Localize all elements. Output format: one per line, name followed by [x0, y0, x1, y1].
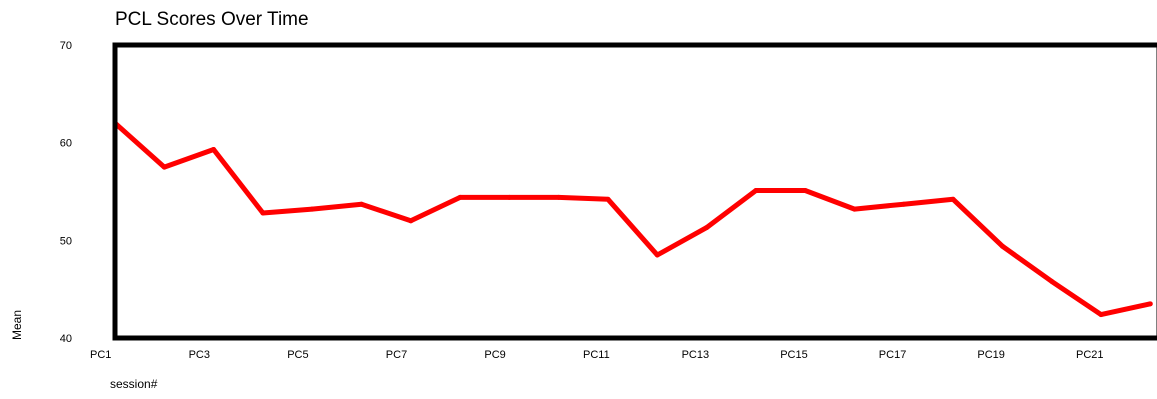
- x-axis-label: session#: [110, 377, 158, 391]
- data-point: [802, 188, 808, 194]
- x-tick-label: PC15: [780, 349, 808, 361]
- x-tick-label: PC3: [189, 349, 210, 361]
- x-tick-label: PC9: [484, 349, 505, 361]
- data-point: [999, 243, 1005, 249]
- data-point: [309, 206, 315, 212]
- y-axis-ticks: 40 50 60 70: [60, 40, 72, 345]
- plot-frame: [112, 42, 1157, 341]
- data-point: [359, 201, 364, 207]
- data-point: [950, 196, 956, 202]
- y-tick-label: 60: [60, 138, 72, 150]
- x-tick-label: PC11: [583, 349, 610, 361]
- y-axis-label: Mean: [10, 310, 24, 340]
- data-point: [457, 194, 463, 200]
- chart-title: PCL Scores Over Time: [115, 9, 309, 30]
- data-point: [211, 147, 217, 153]
- x-tick-label: PC5: [287, 349, 308, 361]
- data-point: [1147, 301, 1153, 307]
- data-point: [408, 218, 414, 224]
- data-point: [852, 206, 857, 212]
- x-tick-label: PC19: [977, 349, 1005, 361]
- x-axis-ticks: PC1 PC3 PC5 PC7 PC9 PC11 PC13 PC15 PC17 PC19 PC21: [90, 349, 1104, 361]
- data-point: [1098, 312, 1104, 318]
- x-tick-label: PC1: [90, 349, 111, 361]
- y-tick-label: 70: [60, 40, 72, 52]
- data-point: [556, 194, 562, 200]
- data-point: [1049, 278, 1055, 284]
- data-point: [161, 164, 167, 170]
- data-point: [605, 196, 611, 202]
- series-line: [113, 121, 1151, 318]
- x-tick-label: PC7: [386, 349, 407, 361]
- y-tick-label: 40: [60, 333, 72, 345]
- data-point: [753, 188, 759, 194]
- data-point: [704, 225, 710, 231]
- x-tick-label: PC17: [879, 349, 907, 361]
- x-tick-label: PC13: [682, 349, 710, 361]
- x-tick-label: PC21: [1076, 349, 1104, 361]
- y-tick-label: 50: [60, 235, 72, 247]
- data-points: [112, 120, 1153, 318]
- data-point: [654, 252, 660, 258]
- data-point: [901, 201, 907, 207]
- data-point: [506, 194, 512, 200]
- data-point: [260, 210, 266, 216]
